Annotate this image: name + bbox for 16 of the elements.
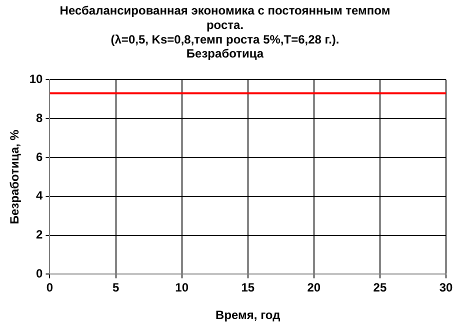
x-tick-label: 20 [307,280,321,295]
x-tick-label: 30 [439,280,453,295]
y-tick-label: 10 [29,72,44,86]
y-tick-label: 2 [36,228,44,242]
x-tick-label: 5 [112,280,120,295]
x-tick-label: 25 [373,280,387,295]
y-tick-label: 6 [36,150,44,164]
x-axis-title: Время, год [216,308,281,322]
x-tick-label: 0 [46,280,54,295]
x-tick-label: 15 [241,280,255,295]
y-tick-label: 4 [36,188,44,203]
y-axis-title: Безработица, % [8,129,22,224]
y-tick-label: 0 [36,266,44,281]
x-tick-label: 10 [175,280,189,295]
chart-title: Несбалансированная экономика с постоянным темпом роста. (λ=0,5, Ks=0,8,темп роста 5%,T=6,28 г.). Безработица [60,4,390,61]
y-tick-label: 8 [36,110,44,125]
